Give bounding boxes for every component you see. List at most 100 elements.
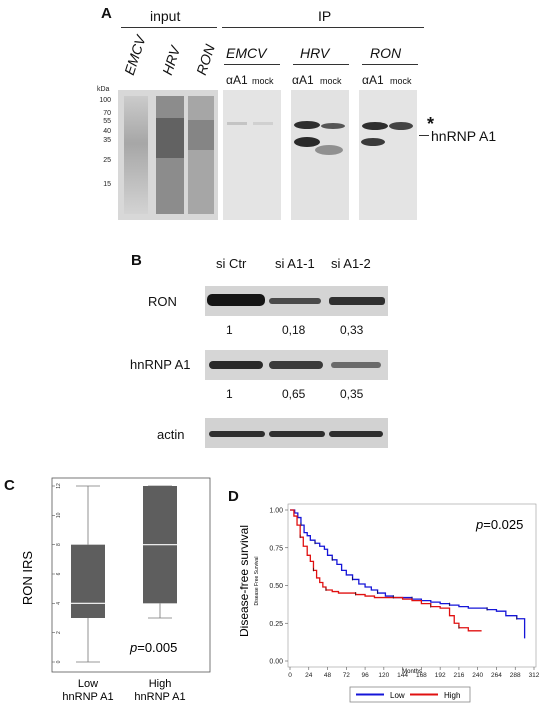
lane-ab-hrv: αA1 [292, 73, 314, 87]
input-underline [121, 27, 217, 28]
lane-ab-ron: αA1 [362, 73, 384, 87]
box-plot-pvalue-p: p [129, 640, 137, 655]
box-plot-group-high-line2: hnRNP A1 [134, 691, 185, 703]
survival-xlabel: Months [402, 669, 422, 675]
marker-100: 100 [99, 97, 111, 104]
box-plot-ytick-label: 8 [56, 543, 62, 546]
legend-label-low: Low [390, 691, 405, 700]
box-plot-ytick-label: 0 [56, 660, 62, 663]
survival-xtick-label: 264 [491, 672, 502, 679]
survival-plot-frame [287, 503, 537, 668]
marker-15: 15 [103, 181, 111, 188]
box-plot-group-high-line1: High [149, 678, 172, 690]
survival-xtick-label: 240 [472, 672, 483, 679]
kda-label: kDa [97, 86, 110, 93]
marker-25: 25 [103, 157, 111, 164]
ip-group-emcv: EMCV [226, 45, 267, 61]
row-label-hnrnp: hnRNP A1 [130, 357, 191, 372]
survival-xtick-label: 144 [397, 672, 408, 679]
box-plot-group-low-line1: Low [78, 678, 98, 690]
blot-hnrnp-image [205, 350, 388, 380]
lane-mock-ron: mock [390, 76, 412, 86]
row-label-actin: actin [157, 427, 185, 442]
survival-xtick-label: 216 [453, 672, 464, 679]
box-body [71, 544, 105, 618]
marker-35: 35 [103, 137, 111, 144]
ip-group-emcv-line [224, 64, 280, 65]
input-lane-emcv: EMCV [121, 33, 149, 77]
survival-ylabel: Disease-free survival [240, 525, 251, 637]
ron-value-1: 1 [226, 323, 233, 337]
ip-group-ron-line [362, 64, 418, 65]
box-plot-pvalue-rest: =0.005 [137, 640, 177, 655]
survival-xtick-label: 96 [361, 672, 369, 679]
ip-underline [222, 27, 424, 28]
panel-b-label: B [131, 252, 142, 269]
input-lane-ron: RON [193, 42, 218, 77]
survival-xtick-label: 288 [510, 672, 521, 679]
box-plot-ytick-label: 4 [56, 602, 62, 605]
legend-label-high: High [444, 691, 460, 700]
band-label: hnRNP A1 [431, 128, 497, 144]
survival-xtick-label: 48 [324, 672, 332, 679]
ip-ron-gel-image [359, 90, 417, 220]
input-lane-hrv: HRV [159, 44, 184, 77]
column-si-ctr: si Ctr [216, 256, 247, 271]
box-plot-pvalue: p=0.005 [129, 640, 177, 655]
ip-group-ron: RON [370, 45, 402, 61]
lane-mock-hrv: mock [320, 76, 342, 86]
box-plot-group-low-line2: hnRNP A1 [62, 691, 113, 703]
ip-hrv-gel-image [291, 90, 349, 220]
survival-series-high [290, 509, 482, 632]
panel-d-label: D [228, 488, 239, 505]
star-label: * [427, 114, 435, 134]
box-plot-ytick-label: 2 [56, 631, 62, 634]
marker-40: 40 [103, 128, 111, 135]
input-gel-image [118, 90, 218, 220]
blot-actin-image [205, 418, 388, 448]
hnrnp-value-1: 1 [226, 387, 233, 401]
survival-ytick-label: 0.75 [269, 545, 283, 552]
survival-xtick-label: 24 [305, 672, 313, 679]
column-si-a1-2: si A1-2 [331, 256, 371, 271]
box-plot: 0 2 4 6 8 10 12 RON IRS p=0.005 Low hnRNP A1 H… [20, 477, 211, 703]
hnrnp-value-3: 0,35 [340, 387, 364, 401]
ron-value-3: 0,33 [340, 323, 364, 337]
box-plot-ytick-label: 12 [56, 483, 62, 489]
survival-legend: Low High [349, 686, 471, 703]
band-label-dash [419, 135, 429, 136]
ip-emcv-gel-image [223, 90, 281, 220]
survival-plot: 0.00 0.25 0.50 0.75 1.00 0 24 48 72 96 120 144 168 19… [240, 503, 540, 703]
survival-pvalue-rest: =0.025 [483, 517, 523, 532]
ip-header: IP [318, 8, 332, 24]
ip-group-hrv-line [293, 64, 349, 65]
survival-xtick-label: 168 [416, 672, 427, 679]
survival-ylabel-small: Disease Free Survival [254, 557, 260, 606]
marker-55: 55 [103, 118, 111, 125]
row-label-ron: RON [148, 294, 177, 309]
hnrnp-value-2: 0,65 [282, 387, 306, 401]
survival-series-low [290, 509, 526, 639]
survival-xtick-label: 0 [288, 672, 292, 679]
panel-c-label: C [4, 477, 15, 494]
box-plot-ylabel: RON IRS [20, 551, 35, 606]
blot-ron-image [205, 286, 388, 316]
box-plot-ytick-label: 6 [56, 572, 62, 575]
survival-xtick-label: 120 [378, 672, 389, 679]
survival-xtick-label: 72 [343, 672, 351, 679]
lane-ab-emcv: αA1 [226, 73, 248, 87]
marker-70: 70 [103, 110, 111, 117]
ron-value-2: 0,18 [282, 323, 306, 337]
survival-ytick-label: 0.00 [269, 659, 283, 666]
survival-pvalue: p=0.025 [475, 517, 523, 532]
survival-xtick-label: 192 [435, 672, 446, 679]
column-si-a1-1: si A1-1 [275, 256, 315, 271]
survival-ytick-label: 0.25 [269, 621, 283, 628]
box-plot-ytick-label: 10 [56, 512, 62, 518]
survival-xtick-label: 312 [529, 672, 540, 679]
panel-a-label: A [101, 5, 112, 22]
survival-ytick-label: 1.00 [269, 508, 283, 515]
lane-mock-emcv: mock [252, 76, 274, 86]
ip-group-hrv: HRV [300, 45, 330, 61]
survival-pvalue-p: p [475, 517, 483, 532]
